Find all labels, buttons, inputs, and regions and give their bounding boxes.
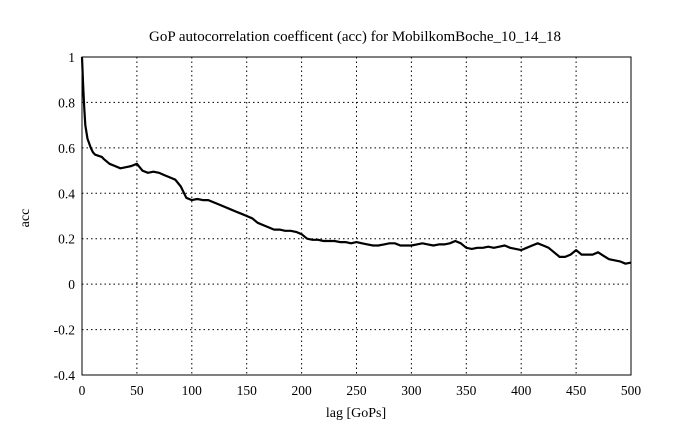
- x-tick-label: 500: [621, 383, 642, 398]
- y-tick-label: -0.2: [54, 323, 75, 338]
- series-line: [80, 56, 632, 265]
- x-tick-label: 100: [182, 383, 203, 398]
- x-tick-label: 50: [130, 383, 144, 398]
- y-tick-label: 0.6: [58, 141, 75, 156]
- tick-labels: 0 50 100 150 200 250 300 350 400 450 500 -0.4 -0.2 0 0…: [54, 50, 642, 398]
- y-tick-label: 1: [68, 50, 75, 65]
- x-tick-label: 250: [346, 383, 367, 398]
- y-tick-label: 0.4: [58, 186, 75, 201]
- y-tick-label: 0: [68, 277, 75, 292]
- x-tick-label: 450: [566, 383, 587, 398]
- x-axis-label: lag [GoPs]: [326, 406, 386, 421]
- y-tick-label: -0.4: [54, 368, 76, 383]
- y-tick-label: 0.2: [58, 232, 75, 247]
- chart-title: GoP autocorrelation coefficent (acc) for…: [149, 29, 561, 45]
- grid: [82, 57, 631, 375]
- x-tick-label: 150: [237, 383, 258, 398]
- x-tick-label: 200: [291, 383, 312, 398]
- plot-frame: [81, 56, 632, 376]
- x-tick-label: 350: [456, 383, 477, 398]
- y-axis-label: acc: [18, 209, 33, 228]
- y-tick-label: 0.8: [58, 95, 75, 110]
- x-tick-label: 400: [511, 383, 532, 398]
- x-tick-label: 300: [401, 383, 422, 398]
- x-tick-label: 0: [79, 383, 86, 398]
